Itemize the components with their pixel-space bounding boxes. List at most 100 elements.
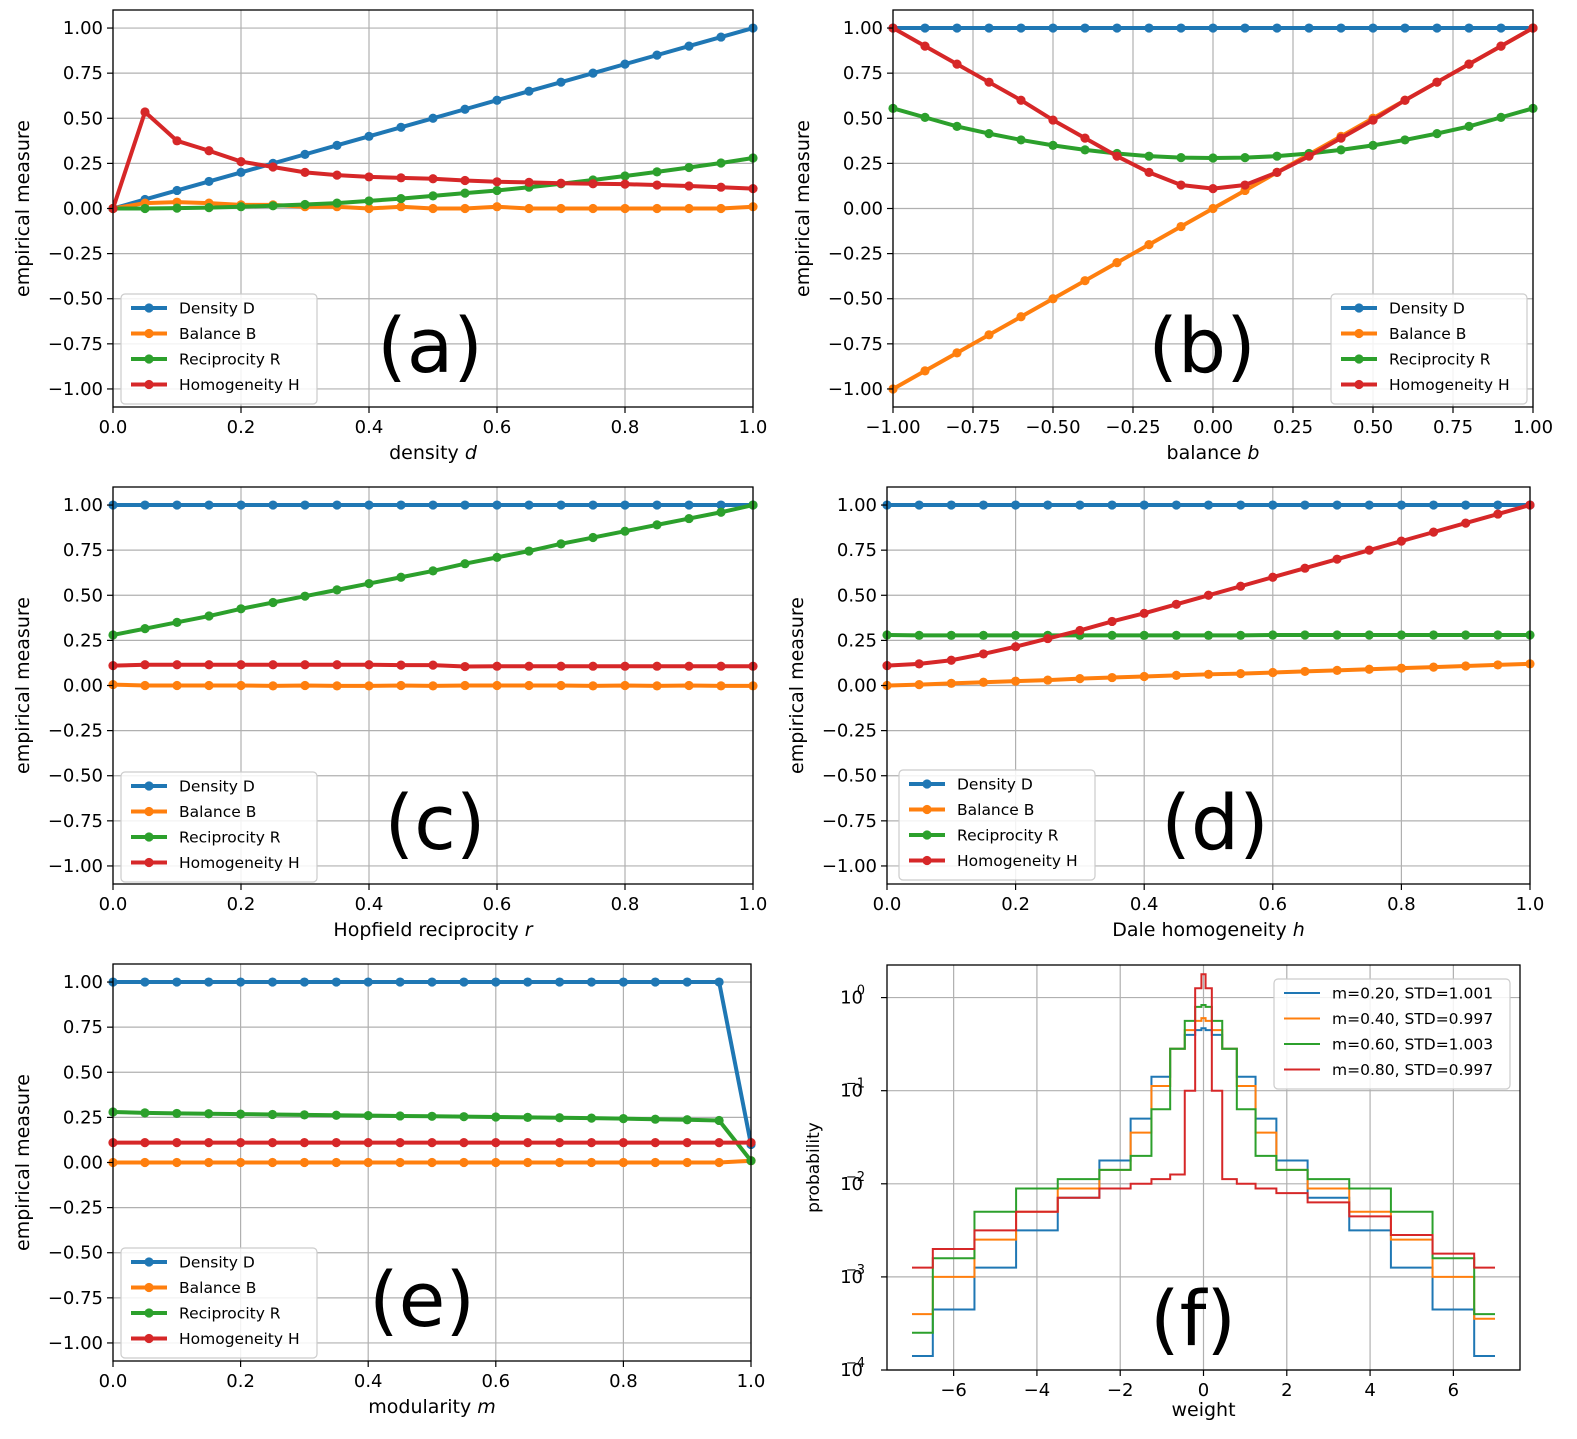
data-point <box>1368 115 1378 125</box>
data-point <box>556 77 566 87</box>
x-tick-label: 0 <box>1198 1380 1209 1401</box>
data-point <box>1011 676 1021 686</box>
x-tick-label: 6 <box>1448 1380 1459 1401</box>
data-point <box>1043 633 1053 644</box>
y-tick-label: −0.75 <box>48 1288 103 1309</box>
data-point <box>1464 59 1474 69</box>
data-point <box>1203 500 1214 510</box>
data-point <box>1336 145 1346 155</box>
data-point <box>1336 23 1346 33</box>
x-tick-label: 0.4 <box>354 1371 383 1392</box>
data-point <box>555 1138 565 1148</box>
data-point <box>492 552 502 562</box>
data-point <box>684 181 694 191</box>
panel-a: 0.0 0.2 0.4 0.6 0.8 1.0 −1.00 −0.75 −0.50 −0.25 0.… <box>12 9 768 464</box>
data-point <box>586 1157 597 1168</box>
data-point <box>332 585 342 595</box>
data-point <box>172 660 182 670</box>
data-point <box>140 107 150 117</box>
y-tick-label: −0.25 <box>48 1198 103 1219</box>
x-tick-label: 0.2 <box>227 894 256 915</box>
legend-label: Reciprocity R <box>179 829 281 847</box>
data-point <box>1112 151 1122 161</box>
legend-box <box>1330 293 1528 405</box>
x-tick-label: 0.4 <box>355 894 384 915</box>
x-tick-label: 1.00 <box>1513 417 1553 438</box>
data-point <box>396 500 406 510</box>
data-point <box>268 681 278 691</box>
data-point <box>650 977 660 987</box>
data-point <box>1043 500 1053 510</box>
data-point <box>1364 630 1374 640</box>
x-tick-label: 0.8 <box>611 417 640 438</box>
data-point <box>1428 527 1439 537</box>
data-point <box>492 95 502 105</box>
panel-label: (a) <box>377 301 483 390</box>
data-point <box>204 977 214 987</box>
x-tick-label: 1.0 <box>739 417 768 438</box>
data-point <box>1236 500 1246 510</box>
legend-marker <box>922 830 932 840</box>
data-point <box>172 136 182 146</box>
data-point <box>428 681 438 691</box>
x-tick-label: 0.6 <box>483 417 512 438</box>
data-point <box>524 177 534 187</box>
data-point <box>914 630 924 640</box>
data-point <box>1144 239 1154 250</box>
x-tick-label: 0.8 <box>1387 894 1416 915</box>
data-point <box>1268 572 1278 582</box>
data-point <box>299 977 309 987</box>
data-point <box>204 1157 214 1168</box>
y-tick-label: −0.75 <box>48 811 103 832</box>
y-tick-label: −1.00 <box>828 379 883 400</box>
data-point <box>491 1112 501 1122</box>
data-point <box>1171 670 1181 680</box>
data-point <box>1432 129 1442 139</box>
y-tick-base: 10 <box>840 1360 863 1381</box>
y-tick-exponent: −4 <box>846 1356 865 1371</box>
y-tick-label: 0.50 <box>63 585 103 606</box>
y-tick-label: −0.50 <box>48 1243 103 1264</box>
y-axis-label: empirical measure <box>12 1074 34 1251</box>
y-axis-label: empirical measure <box>12 597 34 774</box>
data-point <box>555 977 565 987</box>
data-point <box>460 175 470 186</box>
data-point <box>946 655 956 665</box>
legend-box <box>120 1247 318 1359</box>
legend-label: Reciprocity R <box>1389 351 1491 369</box>
data-point <box>1304 151 1314 161</box>
data-point <box>460 559 470 569</box>
data-point <box>331 1157 341 1168</box>
y-tick-label: −0.25 <box>48 244 103 265</box>
panel-d: 0.0 0.2 0.4 0.6 0.8 1.0 −1.00 −0.75 −0.50 −0.25 0.… <box>786 486 1544 941</box>
legend-label: Homogeneity H <box>179 376 300 394</box>
data-point <box>978 677 989 687</box>
data-point <box>555 1157 565 1168</box>
data-point <box>364 196 374 206</box>
data-point <box>1112 258 1122 268</box>
data-point <box>332 681 342 691</box>
y-axis-label: empirical measure <box>12 120 34 297</box>
data-point <box>1368 140 1378 150</box>
y-tick-base: 10 <box>840 1174 863 1195</box>
data-point <box>1203 630 1214 640</box>
legend-marker <box>144 857 154 868</box>
legend-label: Density D <box>179 778 255 796</box>
data-point <box>650 1157 660 1168</box>
data-point <box>650 1138 660 1148</box>
data-point <box>946 500 956 510</box>
legend-label: Homogeneity H <box>179 1330 300 1348</box>
data-point <box>236 660 246 670</box>
data-point <box>682 1115 692 1125</box>
data-point <box>620 661 630 671</box>
data-point <box>459 1112 469 1122</box>
data-point <box>300 199 310 210</box>
data-point <box>1107 672 1117 683</box>
data-point <box>1011 500 1021 510</box>
y-tick-label: −0.50 <box>828 289 883 310</box>
legend-label: Homogeneity H <box>1389 376 1510 394</box>
data-point <box>523 1138 533 1148</box>
x-tick-label: 0.0 <box>99 1371 128 1392</box>
x-axis-label-text: modularity <box>368 1396 477 1418</box>
x-axis-label-variable: h <box>1293 919 1305 941</box>
